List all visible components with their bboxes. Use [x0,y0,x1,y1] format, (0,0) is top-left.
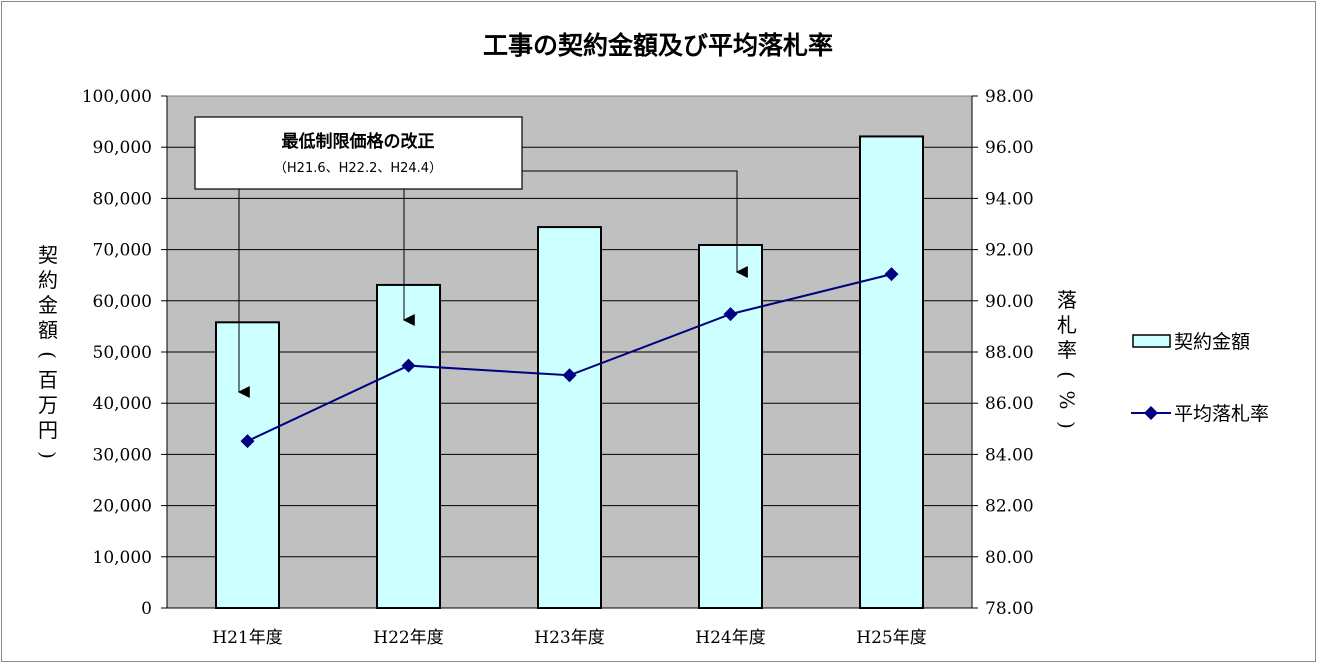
category-label: H24年度 [695,628,765,648]
legend-marker-icon [1144,406,1158,420]
category-label: H23年度 [534,628,604,648]
annotation: 最低制限価格の改正 （H21.6、H22.2、H24.4） [194,116,748,398]
left-axis-char: 百 [38,368,58,392]
left-axis-ticks: 0 10,000 20,000 30,000 40,000 50,000 60,000 70,… [82,87,972,619]
left-tick-label: 90,000 [93,138,152,158]
right-tick-label: 96.00 [985,138,1034,158]
category-label: H21年度 [212,628,282,648]
right-axis-char: 率 [1057,338,1077,362]
right-tick-label: 92.00 [985,241,1034,261]
legend-line-label: 平均落札率 [1174,403,1269,425]
bar [698,243,763,609]
category-axis-labels: H21年度 H22年度 H23年度 H24年度 H25年度 [212,628,926,648]
bar [859,135,924,609]
left-axis-char: 円 [38,418,58,442]
left-tick-label: 40,000 [93,394,152,414]
left-tick-label: 30,000 [93,445,152,465]
left-tick-label: 10,000 [93,548,152,568]
annotation-box [194,116,523,190]
left-tick-label: 60,000 [93,292,152,312]
left-tick-label: 80,000 [93,189,152,209]
left-tick-label: 70,000 [93,241,152,261]
line-series [240,267,899,449]
bar-series [215,135,924,610]
rate-marker [562,368,577,383]
left-axis-char: 約 [38,268,58,292]
left-tick-label: 20,000 [93,497,152,517]
right-axis-char: ) [1055,421,1079,429]
right-tick-label: 82.00 [985,497,1034,517]
right-tick-label: 98.00 [985,87,1034,107]
annotation-title: 最低制限価格の改正 [282,131,435,152]
right-axis-char: 落 [1057,288,1077,312]
right-tick-label: 94.00 [985,189,1034,209]
right-tick-label: 90.00 [985,292,1034,312]
right-axis-char: ( [1055,371,1079,379]
left-axis-char: 額 [38,318,58,342]
right-axis-char: % [1055,390,1079,409]
chart-title: 工事の契約金額及び平均落札率 [483,31,833,60]
left-tick-label: 50,000 [93,343,152,363]
bar [537,226,602,610]
rate-marker [723,307,738,322]
right-tick-label: 86.00 [985,394,1034,414]
category-label: H25年度 [856,628,926,648]
legend: 契約金額 平均落札率 [1131,331,1269,425]
annotation-arrow [522,170,748,278]
rate-marker [401,358,416,373]
bar [376,283,441,609]
right-tick-label: 88.00 [985,343,1034,363]
left-axis-label: 契 約 金 額 ( 百 万 円 ) [36,243,60,459]
rate-marker [240,434,255,449]
right-tick-label: 78.00 [985,599,1034,619]
legend-item-line: 平均落札率 [1131,403,1269,425]
rate-marker [884,267,899,282]
left-axis-char: 万 [38,393,58,417]
bar [215,321,280,609]
right-axis-label: 落 札 率 ( % ) [1055,288,1079,429]
category-label: H22年度 [373,628,443,648]
right-axis-char: 札 [1057,313,1077,337]
left-axis-char: ( [36,351,60,359]
left-axis-char: 金 [38,293,58,317]
left-axis-char: 契 [38,243,58,267]
annotation-subtitle: （H21.6、H22.2、H24.4） [274,161,442,176]
right-axis-ticks: 78.00 80.00 82.00 84.00 86.00 88.00 90.00 92.00… [971,87,1034,619]
right-tick-label: 80.00 [985,548,1034,568]
legend-item-bar: 契約金額 [1132,331,1250,353]
legend-bar-swatch [1132,334,1171,348]
left-axis-char: ) [36,451,60,459]
legend-bar-label: 契約金額 [1174,331,1250,353]
left-tick-label: 100,000 [82,87,152,107]
left-tick-label: 0 [141,599,152,619]
right-tick-label: 84.00 [985,445,1034,465]
